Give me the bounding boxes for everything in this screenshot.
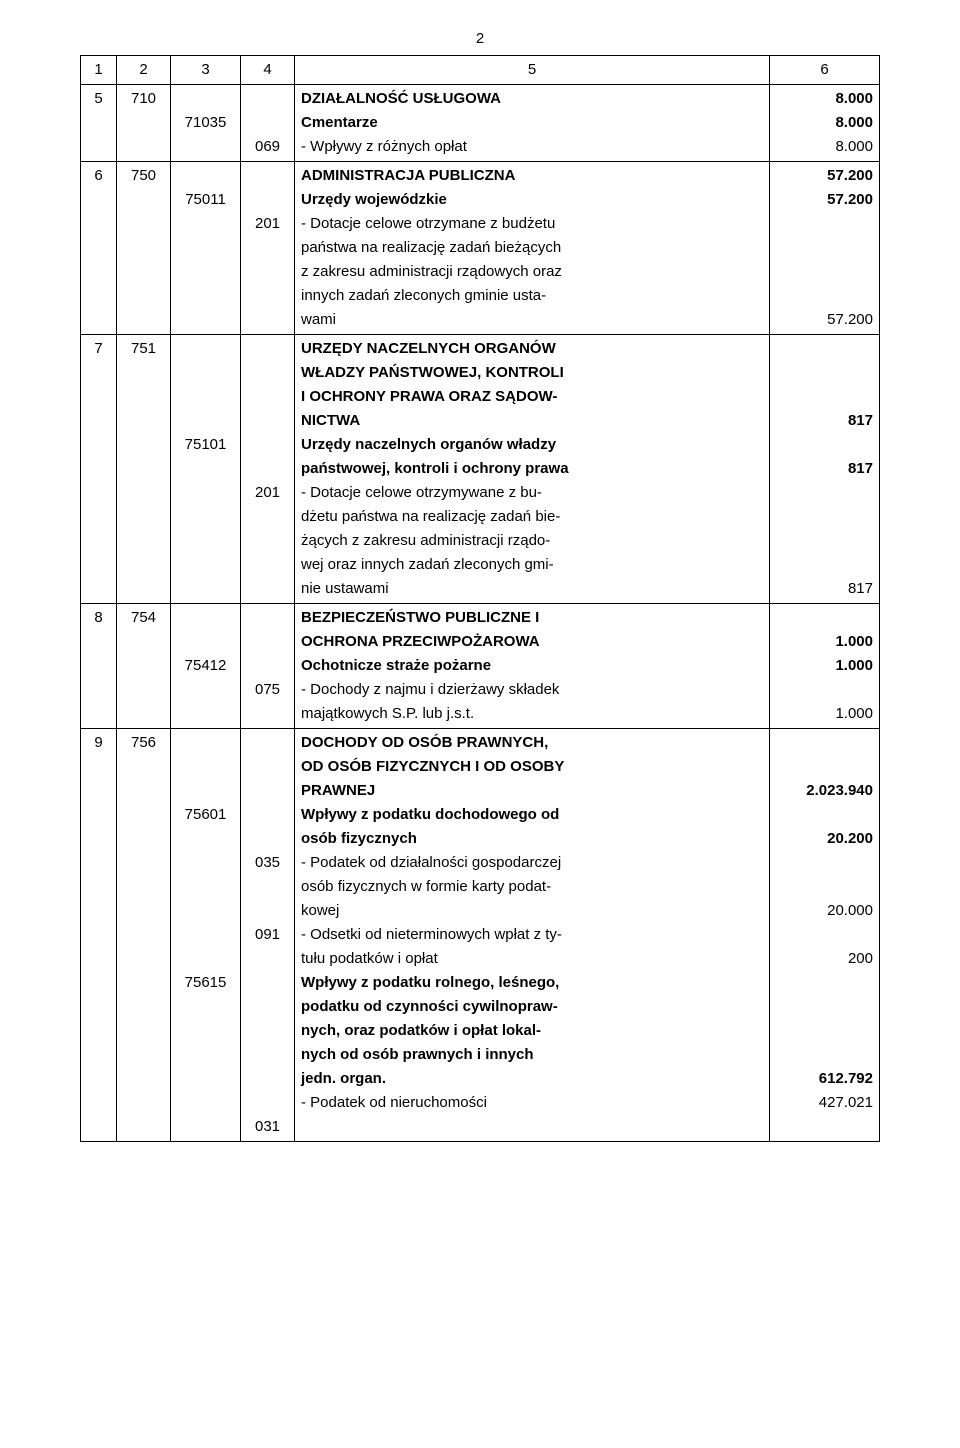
table-cell: 754: [117, 604, 171, 729]
table-row: 6750 75011 201ADMINISTRACJA PUBLICZNA Ur…: [81, 162, 880, 335]
col-header: 2: [117, 56, 171, 85]
col-header: 5: [295, 56, 770, 85]
table-cell: 2.023.940 20.200 20.000 200 612.792 427.…: [770, 729, 880, 1142]
table-cell: 75011: [171, 162, 241, 335]
table-cell: 035 091 031: [241, 729, 295, 1142]
table-cell: 6: [81, 162, 117, 335]
table-row: 9756 75601 75615 035 091 031DOCHODY OD O…: [81, 729, 880, 1142]
col-header: 4: [241, 56, 295, 85]
table-cell: 75601 75615: [171, 729, 241, 1142]
table-header-row: 1 2 3 4 5 6: [81, 56, 880, 85]
col-header: 3: [171, 56, 241, 85]
table-cell: DOCHODY OD OSÓB PRAWNYCH, OD OSÓB FIZYCZ…: [295, 729, 770, 1142]
table-cell: 201: [241, 335, 295, 604]
table-row: 7751 75101 201URZĘDY NACZELNYCH ORGANÓW …: [81, 335, 880, 604]
table-row: 5710 71035 069DZIAŁALNOŚĆ USŁUGOWA Cment…: [81, 85, 880, 162]
document-page: 2 1 2 3 4 5 6 5710 71035 069DZIAŁALNOŚĆ …: [0, 0, 960, 1448]
table-cell: 71035: [171, 85, 241, 162]
table-cell: 7: [81, 335, 117, 604]
table-cell: 756: [117, 729, 171, 1142]
table-body: 5710 71035 069DZIAŁALNOŚĆ USŁUGOWA Cment…: [81, 85, 880, 1142]
table-cell: 069: [241, 85, 295, 162]
table-row: 8754 75412 075BEZPIECZEŃSTWO PUBLICZNE I…: [81, 604, 880, 729]
budget-table: 1 2 3 4 5 6 5710 71035 069DZIAŁALNOŚĆ US…: [80, 55, 880, 1142]
page-number: 2: [80, 30, 880, 47]
table-cell: 075: [241, 604, 295, 729]
table-cell: URZĘDY NACZELNYCH ORGANÓW WŁADZY PAŃSTWO…: [295, 335, 770, 604]
table-cell: 57.200 57.200 57.200: [770, 162, 880, 335]
table-cell: 751: [117, 335, 171, 604]
table-cell: BEZPIECZEŃSTWO PUBLICZNE I OCHRONA PRZEC…: [295, 604, 770, 729]
table-cell: ADMINISTRACJA PUBLICZNA Urzędy wojewódzk…: [295, 162, 770, 335]
col-header: 1: [81, 56, 117, 85]
table-cell: 8.000 8.000 8.000: [770, 85, 880, 162]
table-cell: 750: [117, 162, 171, 335]
table-cell: 1.000 1.000 1.000: [770, 604, 880, 729]
table-cell: 201: [241, 162, 295, 335]
table-cell: 710: [117, 85, 171, 162]
table-cell: 817 817 817: [770, 335, 880, 604]
table-cell: 5: [81, 85, 117, 162]
table-cell: 8: [81, 604, 117, 729]
table-cell: 75101: [171, 335, 241, 604]
table-cell: 9: [81, 729, 117, 1142]
col-header: 6: [770, 56, 880, 85]
table-cell: DZIAŁALNOŚĆ USŁUGOWA Cmentarze - Wpływy …: [295, 85, 770, 162]
table-cell: 75412: [171, 604, 241, 729]
